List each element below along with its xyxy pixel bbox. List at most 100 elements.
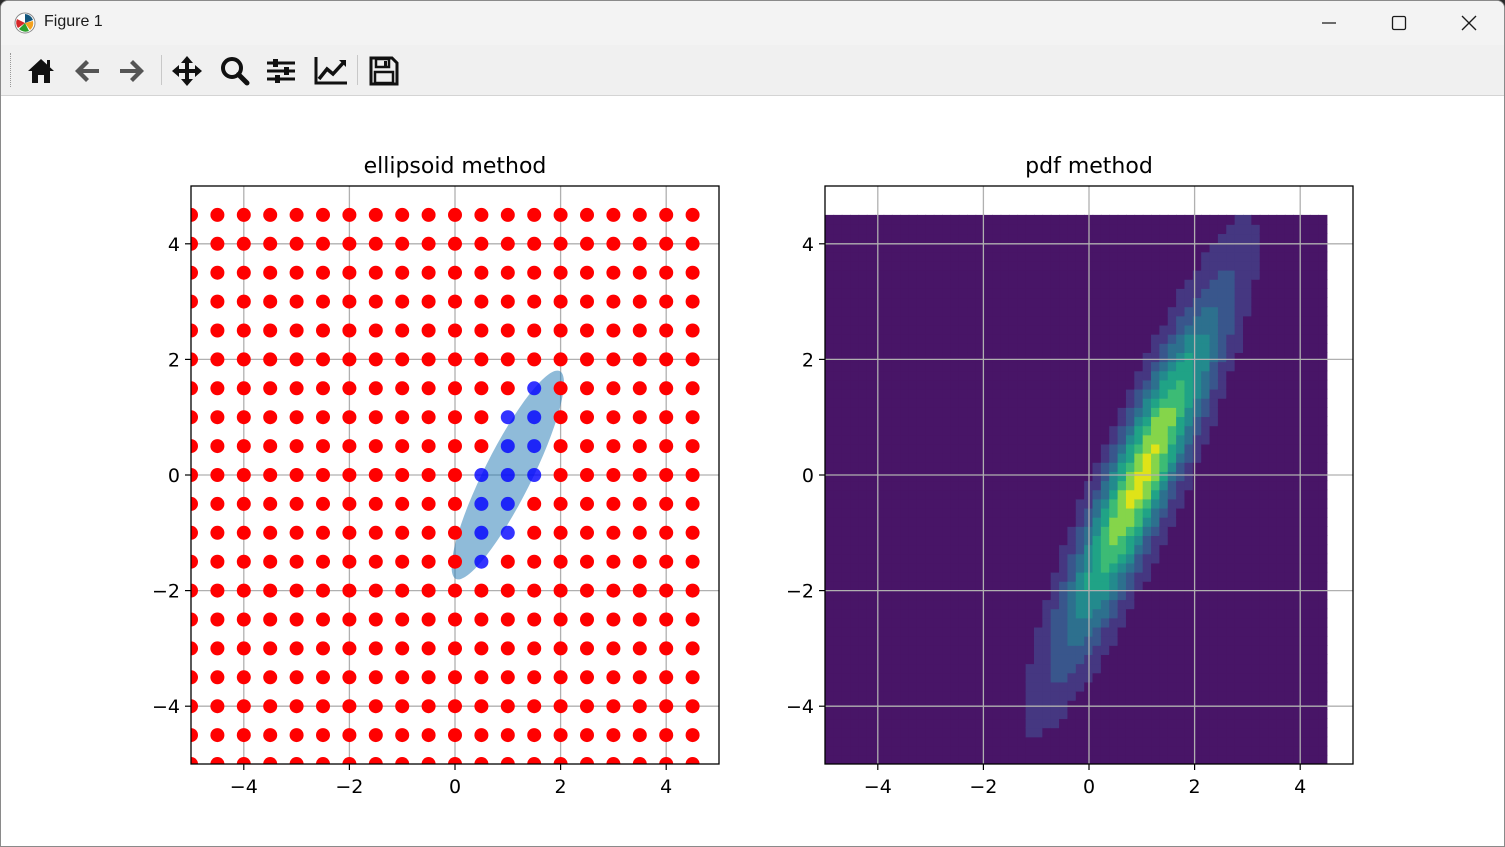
contour-cell (1284, 324, 1294, 335)
contour-cell (1067, 361, 1077, 372)
contour-cell (933, 242, 943, 253)
contour-cell (942, 443, 952, 454)
contour-cell (1209, 672, 1219, 683)
contour-cell (916, 452, 927, 463)
contour-cell (992, 361, 1002, 372)
contour-cell (1301, 461, 1311, 472)
back-button[interactable] (67, 53, 107, 89)
contour-cell (883, 214, 893, 225)
outside-point (474, 236, 489, 251)
contour-cell (883, 233, 893, 244)
contour-cell (1000, 498, 1010, 509)
contour-cell (866, 526, 876, 537)
close-button[interactable] (1434, 1, 1504, 45)
contour-cell (1092, 388, 1102, 399)
contour-cell (825, 416, 835, 427)
contour-cell (1234, 690, 1244, 701)
edit-axes-button[interactable] (309, 53, 349, 89)
toolbar-grip[interactable] (10, 53, 13, 87)
contour-cell (1251, 278, 1261, 289)
contour-cell (1217, 471, 1228, 482)
contour-cell (875, 251, 885, 262)
contour-cell (1192, 379, 1202, 390)
contour-cell (1318, 699, 1328, 710)
contour-cell (1209, 580, 1219, 591)
contour-cell (1284, 608, 1294, 619)
contour-cell (1293, 306, 1303, 317)
contour-cell (866, 690, 876, 701)
outside-point (553, 323, 568, 338)
contour-cell (1100, 635, 1111, 646)
contour-cell (1184, 718, 1194, 729)
contour-cell (1159, 416, 1169, 427)
title-bar[interactable]: Figure 1 (1, 1, 1504, 45)
contour-cell (1167, 690, 1177, 701)
contour-cell (850, 461, 860, 472)
contour-cell (1092, 416, 1102, 427)
contour-cell (1209, 471, 1219, 482)
outside-point (685, 265, 700, 280)
subplots-button[interactable] (261, 53, 301, 89)
contour-cell (866, 333, 876, 344)
contour-cell (958, 571, 968, 582)
forward-button[interactable] (112, 53, 152, 89)
contour-cell (1243, 343, 1253, 353)
minimize-button[interactable] (1294, 1, 1364, 45)
contour-cell (1192, 443, 1202, 454)
contour-cell (850, 736, 860, 747)
contour-cell (1125, 635, 1136, 646)
contour-cell (1017, 663, 1027, 674)
contour-cell (1042, 269, 1052, 280)
contour-cell (983, 288, 993, 299)
contour-cell (1201, 315, 1211, 326)
contour-cell (933, 370, 943, 381)
contour-cell (1209, 324, 1219, 335)
outside-point (263, 699, 278, 714)
contour-cell (1209, 526, 1219, 537)
zoom-button[interactable] (215, 53, 255, 89)
contour-cell (1259, 571, 1269, 582)
contour-cell (1125, 535, 1136, 546)
contour-cell (900, 553, 910, 564)
contour-cell (916, 333, 927, 344)
figure-canvas[interactable]: −4 −2 0 2 4 −4 −2 0 2 4 ellipsoid method −4 −2 0 2 4−… (1, 96, 1504, 846)
pdf-grid (825, 186, 1353, 764)
contour-cell (1134, 663, 1144, 674)
contour-cell (1251, 315, 1261, 326)
contour-cell (1318, 361, 1328, 372)
contour-cell (942, 224, 952, 235)
contour-cell (1293, 590, 1303, 601)
contour-cell (1159, 397, 1169, 408)
contour-cell (875, 507, 885, 518)
contour-cell (1151, 407, 1161, 418)
outside-point (191, 612, 198, 627)
contour-cell (1226, 745, 1236, 756)
contour-cell (1159, 315, 1169, 326)
contour-cell (1251, 224, 1261, 235)
contour-cell (1017, 526, 1027, 537)
contour-cell (1234, 526, 1244, 537)
home-button[interactable] (21, 53, 61, 89)
contour-cell (833, 425, 843, 436)
pan-button[interactable] (167, 53, 207, 89)
contour-cell (1243, 516, 1253, 527)
contour-cell (1117, 562, 1127, 573)
contour-cell (1109, 617, 1119, 628)
save-button[interactable] (364, 53, 404, 89)
contour-cell (866, 489, 876, 500)
contour-cell (875, 471, 885, 482)
contour-cell (1293, 361, 1303, 372)
contour-cell (825, 645, 835, 655)
x-tick-label: −2 (969, 776, 997, 798)
contour-cell (1309, 571, 1320, 582)
outside-point (191, 670, 198, 685)
contour-cell (916, 599, 927, 610)
outside-point (395, 670, 410, 685)
contour-cell (942, 407, 952, 418)
maximize-button[interactable] (1364, 1, 1434, 45)
contour-cell (1092, 324, 1102, 335)
contour-cell (1125, 471, 1136, 482)
contour-cell (891, 745, 902, 756)
